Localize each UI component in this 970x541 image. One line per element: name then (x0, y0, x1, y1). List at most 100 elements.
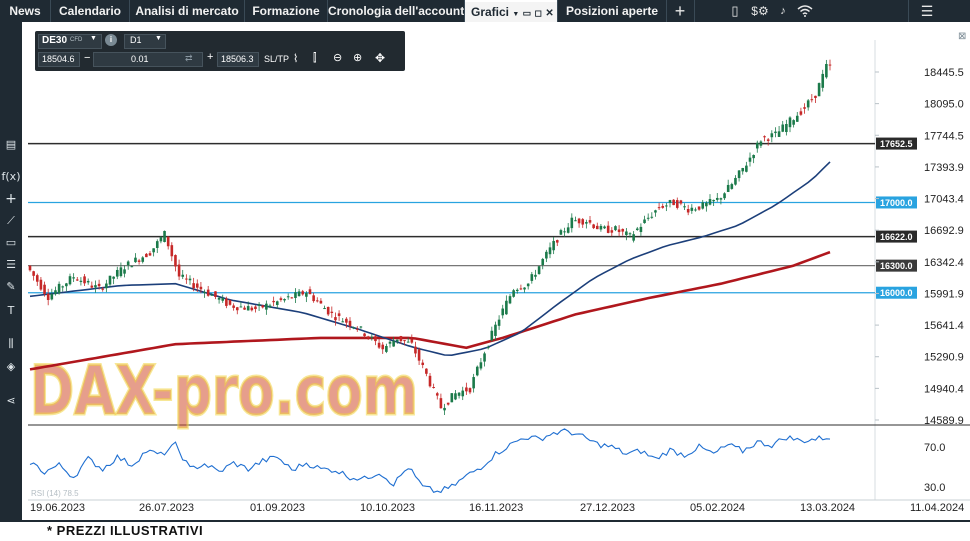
rectangle-icon[interactable]: ▭ (5, 236, 17, 249)
moving-average-slow (29, 250, 831, 371)
zoom-in-icon[interactable]: ⊕ (353, 52, 363, 64)
close-icon[interactable]: ✕ (545, 8, 554, 19)
timeframe-selector[interactable] (124, 34, 166, 49)
candle-body (788, 117, 792, 128)
candle-body (50, 293, 54, 300)
sell-price-button[interactable] (38, 52, 80, 67)
chart-area[interactable]: DAX-pro.com 17652.5 17000.0 16622.0 16300.0… (22, 22, 970, 520)
candle-body (454, 393, 457, 400)
quantity-plus-button[interactable]: + (207, 51, 214, 63)
quantity-minus-button[interactable]: − (84, 52, 91, 64)
candle-body (766, 139, 770, 141)
candle-body (461, 390, 465, 397)
candle-body (468, 388, 472, 393)
level-price-label: 17000.0 (880, 198, 913, 208)
maximize-icon[interactable]: ◻ (534, 8, 542, 18)
candle-body (443, 407, 446, 411)
line-chart-icon[interactable]: ⌇ (293, 53, 299, 65)
chart-close-icon[interactable]: ⊠ (958, 31, 966, 42)
dollar-settings-icon[interactable]: $⚙ (751, 4, 769, 18)
candle-body (803, 107, 806, 109)
candle-body (152, 248, 155, 253)
trendline-icon[interactable]: ⟋ (7, 214, 15, 227)
candle-body (221, 297, 225, 301)
candle-body (323, 308, 326, 310)
share-icon[interactable]: ⋖ (6, 394, 16, 407)
candle-body (286, 296, 290, 298)
candle-body (806, 100, 810, 108)
candle-body (330, 311, 334, 314)
menu-icon[interactable]: ☰ (920, 3, 934, 19)
tab-divider (694, 0, 695, 22)
indicators-icon[interactable]: ⫼ (8, 337, 14, 350)
candle-body (61, 286, 65, 288)
candle-body (570, 217, 574, 229)
candle-body (283, 299, 286, 301)
tab-calendario[interactable]: Calendario (58, 4, 121, 18)
candle-body (79, 280, 83, 282)
candle-body (770, 133, 774, 138)
candle-body (628, 233, 632, 235)
move-icon[interactable]: ✥ (375, 51, 386, 65)
candle-body (246, 306, 250, 311)
candle-body (730, 184, 734, 189)
layout-icon[interactable]: ▯ (731, 3, 739, 18)
minimize-icon[interactable]: ▭ (522, 8, 532, 18)
chevron-down-icon[interactable]: ▼ (512, 11, 520, 18)
symbol-chevron-down-icon[interactable]: ▼ (90, 35, 97, 42)
candle-body (141, 257, 145, 262)
candle-body (414, 346, 417, 354)
quantity-field[interactable] (93, 52, 203, 67)
plus-icon[interactable]: + (674, 1, 686, 21)
crosshair-icon[interactable]: + (5, 191, 17, 207)
tab-cronologia-account[interactable]: Cronologia dell'account (328, 4, 465, 18)
zoom-out-icon[interactable]: ⊖ (333, 52, 343, 64)
sltp-button[interactable]: SL/TP (264, 54, 290, 64)
date-tick-label: 01.09.2023 (250, 502, 305, 514)
sound-icon[interactable]: ♪ (780, 5, 786, 17)
candle-body (54, 290, 57, 295)
candle-body (632, 234, 635, 241)
price-chart[interactable]: DAX-pro.com 17652.5 17000.0 16622.0 16300.0… (22, 22, 970, 520)
symbol-selector[interactable] (38, 34, 102, 49)
draw-icon[interactable]: ✎ (6, 280, 16, 293)
swap-icon[interactable]: ⇄ (185, 53, 193, 63)
candle-body (661, 205, 665, 208)
candle-body (428, 375, 432, 387)
candle-body (748, 157, 752, 162)
candle-body (301, 291, 305, 295)
candle-body (185, 278, 188, 280)
candle-body (606, 225, 610, 233)
candle-body (272, 300, 275, 303)
fibonacci-icon[interactable]: ☰ (6, 258, 16, 271)
candle-body (639, 226, 643, 233)
tab-divider (557, 0, 558, 22)
candle-body (206, 289, 210, 296)
candle-body (566, 227, 570, 233)
buy-price-button[interactable] (217, 52, 259, 67)
tab-posizioni-aperte[interactable]: Posizioni aperte (565, 4, 659, 18)
layers-icon[interactable]: ◈ (6, 360, 16, 373)
tab-formazione[interactable]: Formazione (252, 4, 320, 18)
price-tick-label: 15641.4 (924, 320, 964, 332)
candle-body (388, 341, 392, 344)
candle-body (610, 230, 614, 233)
candle-body (239, 306, 243, 308)
function-icon[interactable]: f(x) (1, 170, 21, 183)
tab-news[interactable]: News (9, 4, 41, 18)
price-tick-label: 15290.9 (924, 352, 964, 364)
timeframe-chevron-down-icon[interactable]: ▼ (155, 35, 162, 42)
tab-grafici[interactable]: Grafici ▼ ▭ ◻ ✕ (465, 0, 557, 22)
chart-type-icon[interactable]: ▤ (5, 138, 17, 151)
candle-body (57, 283, 61, 294)
price-tick-label: 14940.4 (924, 383, 964, 395)
top-tab-bar: News Calendario Analisi di mercato Forma… (0, 0, 970, 22)
candle-body (130, 266, 134, 268)
tab-analisi-di-mercato[interactable]: Analisi di mercato (135, 4, 239, 18)
candles-icon[interactable]: ⫿ (313, 52, 317, 64)
info-icon[interactable]: i (105, 34, 117, 46)
date-tick-label: 19.06.2023 (30, 502, 85, 514)
text-icon[interactable]: T (7, 304, 15, 317)
candle-body (814, 95, 817, 98)
candle-body (181, 274, 185, 277)
